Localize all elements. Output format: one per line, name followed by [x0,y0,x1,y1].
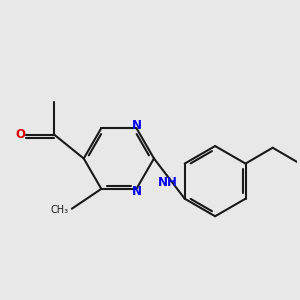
Text: O: O [15,128,25,141]
Text: CH₃: CH₃ [50,205,68,215]
Text: N: N [131,119,141,132]
Text: N: N [131,185,141,198]
Text: NH: NH [158,176,178,189]
